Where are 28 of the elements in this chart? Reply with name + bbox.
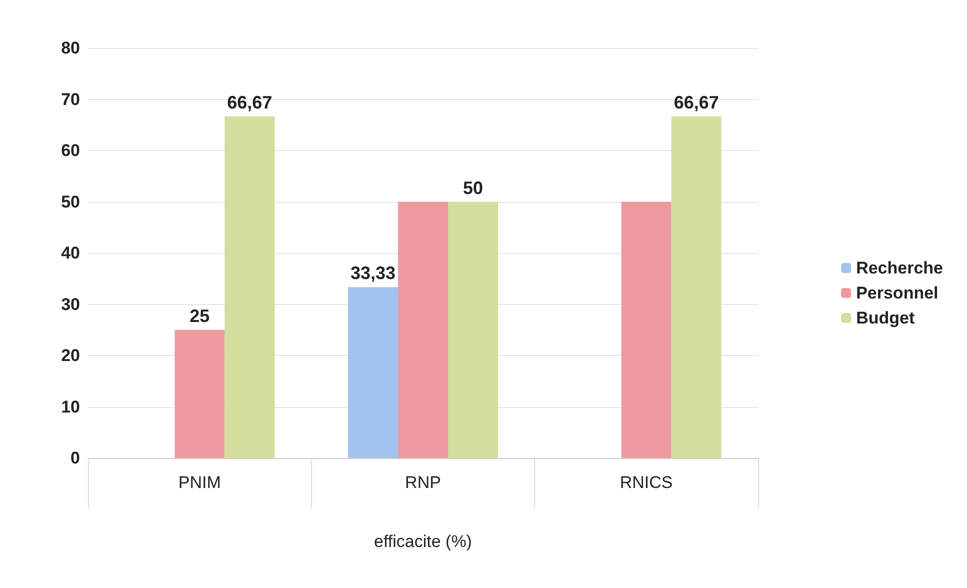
legend-label: Budget <box>856 308 915 328</box>
legend-label: Personnel <box>856 284 938 302</box>
data-label: 33,33 <box>350 263 396 284</box>
data-label: 50 <box>462 178 484 198</box>
data-label: 66,67 <box>227 92 272 112</box>
x-tick-label: PNIM <box>178 473 221 492</box>
bar <box>348 287 398 458</box>
x-axis-title: efficacite (%) <box>374 532 472 551</box>
y-tick-label: 0 <box>70 448 80 468</box>
bar <box>224 116 275 458</box>
y-tick-label: 40 <box>61 244 80 262</box>
y-tick-label: 10 <box>61 397 80 416</box>
y-tick-label: 80 <box>61 38 80 58</box>
y-tick-label: 20 <box>61 346 80 365</box>
bar <box>448 202 498 458</box>
bar <box>671 116 722 458</box>
y-tick-label: 70 <box>61 90 80 109</box>
y-tick-label: 30 <box>61 294 80 314</box>
bar <box>174 330 225 458</box>
bar <box>398 202 448 458</box>
legend-label: Recherche <box>856 258 944 278</box>
data-label: 25 <box>190 306 210 326</box>
x-tick-label: RNP <box>405 473 441 492</box>
bar <box>621 202 672 458</box>
y-tick-label: 60 <box>61 141 80 160</box>
data-label: 66,67 <box>674 92 719 112</box>
x-tick-label: RNICS <box>620 473 673 492</box>
y-tick-label: 50 <box>61 192 80 212</box>
